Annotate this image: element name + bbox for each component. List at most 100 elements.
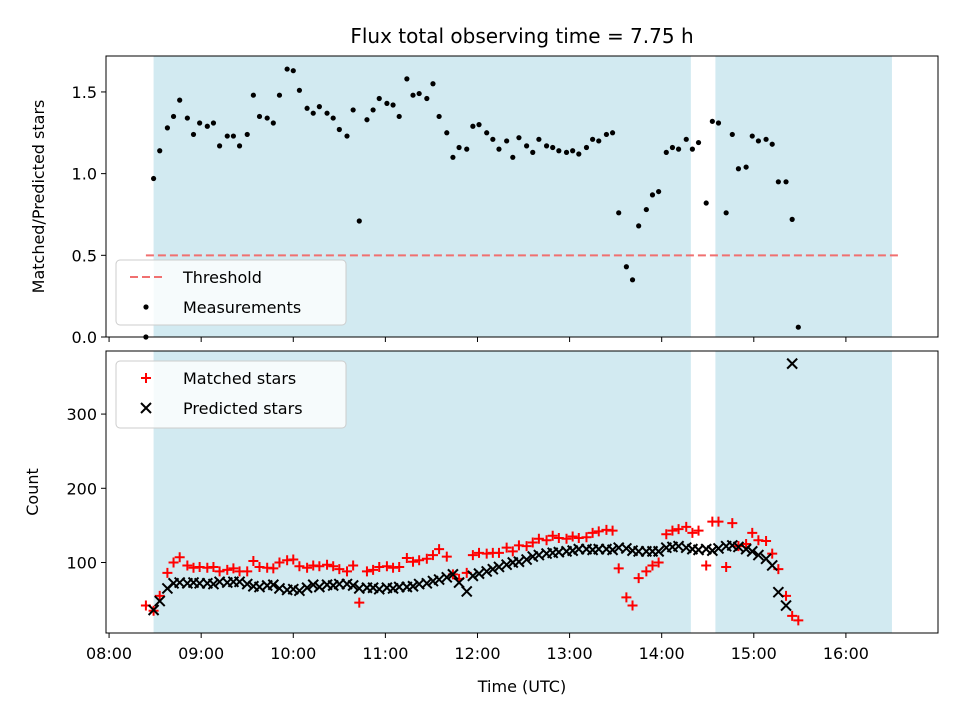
measurement-point xyxy=(370,107,376,113)
measurement-point xyxy=(709,118,715,124)
measurement-point xyxy=(715,120,722,126)
predicted-star-point xyxy=(307,579,319,591)
x-tick-label: 10:00 xyxy=(270,644,316,663)
measurement-point xyxy=(364,117,370,123)
measurement-point xyxy=(629,277,636,283)
predicted-star-point xyxy=(421,577,433,589)
measurement-point xyxy=(749,133,755,139)
legend: Threshold Measurements xyxy=(115,259,347,326)
measurement-point xyxy=(735,166,742,172)
matched-star-point xyxy=(661,529,672,540)
matched-star-point xyxy=(701,560,712,571)
predicted-star-point xyxy=(480,565,493,578)
matched-star-point xyxy=(761,535,772,546)
matched-star-point xyxy=(501,542,512,553)
measurement-point xyxy=(623,264,629,270)
measurement-point xyxy=(396,113,402,120)
predicted-star-point xyxy=(147,604,160,616)
predicted-star-point xyxy=(241,578,253,590)
matched-star-point xyxy=(547,530,558,541)
matched-star-point xyxy=(354,597,365,608)
measurement-point xyxy=(356,218,362,224)
predicted-star-point xyxy=(786,357,798,370)
measurement-point xyxy=(197,120,203,126)
predicted-star-point xyxy=(487,563,499,575)
matched-star-point xyxy=(381,561,392,572)
measurement-point xyxy=(256,113,263,120)
y-tick-label: 1.5 xyxy=(72,83,97,102)
measurement-point xyxy=(310,110,316,116)
predicted-star-point xyxy=(740,543,752,555)
x-tick-label: 14:00 xyxy=(639,644,685,663)
matched-star-point xyxy=(673,524,684,535)
measurement-point xyxy=(404,76,410,82)
measurement-point xyxy=(290,68,296,74)
matched-star-point xyxy=(533,533,544,544)
matched-star-point xyxy=(627,600,638,611)
legend-predicted-marker xyxy=(140,402,152,414)
measurement-point xyxy=(763,136,769,142)
measurement-point xyxy=(350,107,356,113)
measurement-point xyxy=(536,136,542,142)
measurement-point xyxy=(450,154,456,160)
predicted-star-point xyxy=(606,544,619,556)
measurement-point xyxy=(775,179,781,185)
axes-frame xyxy=(105,55,939,338)
matched-star-point xyxy=(713,516,724,527)
x-tick-label: 08:00 xyxy=(86,644,132,663)
matched-star-point xyxy=(653,557,664,568)
measurement-point xyxy=(436,113,442,120)
matched-star-point xyxy=(527,537,538,548)
measurement-point xyxy=(390,102,396,108)
matched-star-point xyxy=(302,562,313,573)
measurement-point xyxy=(795,324,801,330)
chart-title: Flux total observing time = 7.75 h xyxy=(350,24,693,48)
measurement-point xyxy=(590,136,596,142)
observing-window-2 xyxy=(715,56,892,337)
measurement-point xyxy=(444,130,450,136)
predicted-star-point xyxy=(407,580,419,592)
predicted-star-point xyxy=(347,579,359,592)
predicted-star-point xyxy=(461,585,473,598)
measurement-point xyxy=(683,136,689,142)
measurement-point xyxy=(384,100,390,106)
measurement-point xyxy=(216,143,223,149)
measurement-point xyxy=(284,66,290,72)
measurement-point xyxy=(210,120,217,126)
measurement-point xyxy=(336,126,342,133)
measurement-point xyxy=(324,110,330,116)
observing-window-2 xyxy=(715,351,892,633)
matched-star-point xyxy=(222,564,233,575)
matched-star-point xyxy=(667,525,678,536)
measurement-point xyxy=(490,136,496,142)
matched-star-point xyxy=(348,560,359,571)
y-axis-label: Count xyxy=(23,468,42,516)
matched-star-point xyxy=(621,592,632,603)
predicted-star-point xyxy=(746,545,758,558)
measurement-point xyxy=(236,143,243,149)
measurement-point xyxy=(424,95,430,102)
predicted-star-point xyxy=(207,578,220,590)
matched-star-point xyxy=(561,533,572,544)
measurement-point xyxy=(543,143,550,149)
measurement-point xyxy=(344,133,350,139)
measurement-point xyxy=(190,131,197,138)
matched-star-point xyxy=(394,561,405,572)
x-tick-label: 13:00 xyxy=(547,644,593,663)
measurement-point xyxy=(576,151,582,157)
measurement-point xyxy=(376,95,382,102)
matched-star-point xyxy=(268,563,279,574)
measurement-point xyxy=(264,115,270,121)
matched-star-point xyxy=(441,551,452,562)
matched-star-point xyxy=(288,554,299,565)
predicted-star-point xyxy=(652,545,665,558)
measurement-point xyxy=(669,144,676,151)
matched-star-point xyxy=(328,561,339,572)
matched-star-point xyxy=(248,556,259,567)
measurement-point xyxy=(410,92,416,98)
measurement-point xyxy=(583,144,590,151)
x-tick-label: 16:00 xyxy=(823,644,869,663)
legend-box xyxy=(115,259,347,326)
y-tick-label: 0.0 xyxy=(72,328,97,347)
